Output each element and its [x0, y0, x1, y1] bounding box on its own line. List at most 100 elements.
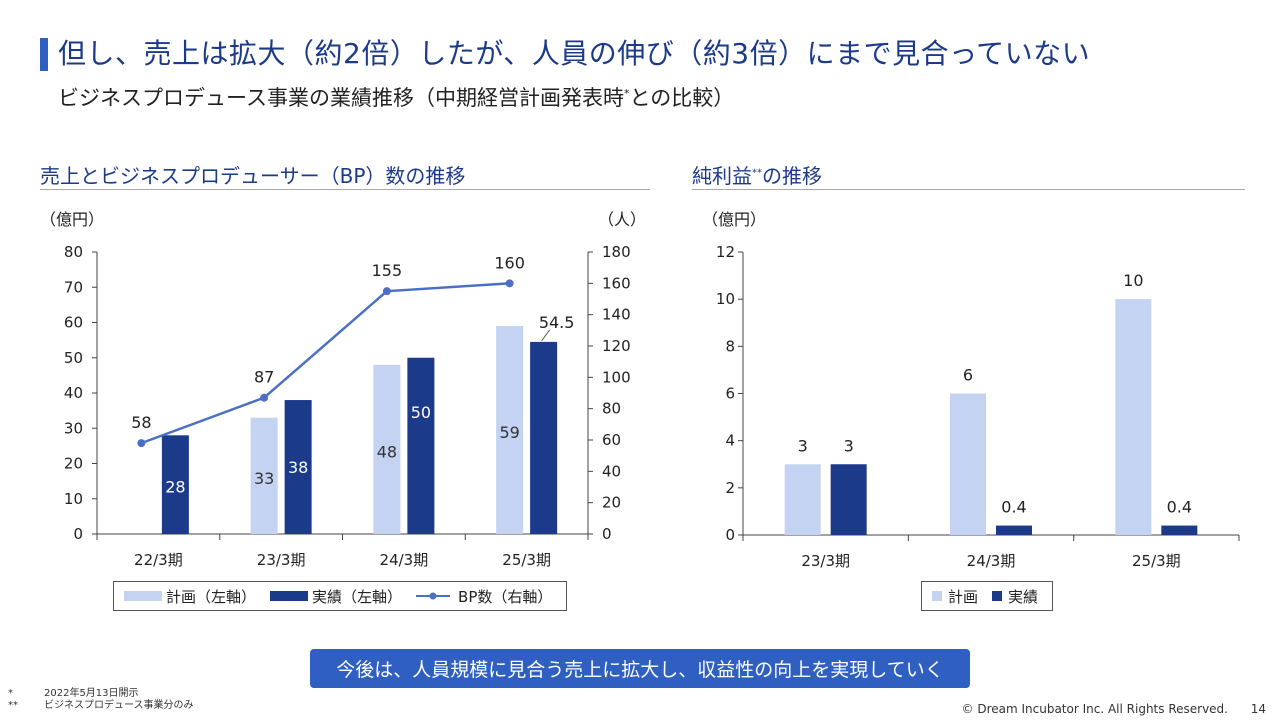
actual-bar [284, 400, 312, 534]
profit-actual-label: 0.4 [1167, 498, 1192, 517]
profit-tick-label: 8 [725, 337, 735, 355]
plan-bar-label: 59 [499, 423, 519, 442]
right-axis-unit: （人） [598, 210, 646, 229]
profit-title-tail: の推移 [762, 164, 822, 188]
legend-actual-left: 実績（左軸） [270, 586, 402, 607]
subtitle-main: ビジネスプロデュース事業の業績推移（中期経営計画発表時 [58, 86, 624, 110]
left-tick-label: 10 [64, 490, 83, 508]
right-tick-label: 0 [602, 525, 612, 543]
plan-bar [496, 326, 524, 534]
bp-point-label: 87 [254, 368, 274, 387]
subtitle-tail: との比較） [629, 86, 735, 110]
profit-actual-bar [1161, 525, 1198, 535]
actual-bar-label: 38 [288, 458, 308, 477]
actual-bar-label: 54.5 [539, 313, 575, 332]
left-tick-label: 40 [64, 384, 83, 402]
subtitle-footnote-mark: * [623, 87, 630, 100]
profit-plan-label: 6 [963, 366, 973, 385]
copyright: © Dream Incubator Inc. All Rights Reserv… [961, 702, 1228, 716]
footnote-2: ** ビジネスプロデュース事業分のみ [8, 700, 194, 712]
x-category-label: 23/3期 [257, 551, 306, 569]
left-axis-unit: （億円） [40, 210, 104, 229]
x-category-label: 22/3期 [134, 551, 183, 569]
right-tick-label: 40 [602, 462, 621, 480]
right-tick-label: 120 [602, 337, 631, 355]
footnote-2-mark: ** [8, 700, 18, 711]
bp-point [137, 439, 146, 448]
profit-plan-bar [784, 464, 821, 535]
profit-chart-rule [692, 189, 1245, 190]
legend-profit-plan-label: 計画 [948, 587, 979, 606]
legend-bp-swatch [416, 592, 451, 600]
title-accent-bar [40, 38, 48, 71]
legend-actual-label: 実績（左軸） [312, 587, 403, 606]
left-tick-label: 0 [73, 525, 83, 543]
footnote-2-text: ビジネスプロデュース事業分のみ [44, 700, 194, 711]
actual-bar [161, 435, 189, 534]
actual-bar-label: 28 [165, 478, 185, 497]
bp-point [505, 279, 514, 288]
bp-point [260, 393, 269, 402]
profit-chart-legend: 計画 実績 [921, 581, 1054, 611]
legend-plan-swatch [124, 591, 162, 601]
right-tick-label: 140 [602, 306, 631, 324]
profit-tick-label: 4 [725, 432, 735, 450]
legend-bp-label: BP数（右軸） [458, 587, 553, 606]
bp-point-label: 155 [372, 261, 403, 280]
profit-actual-bar [996, 525, 1032, 535]
legend-actual-swatch [270, 591, 309, 601]
plan-bar [250, 417, 278, 534]
plan-bar-label: 48 [377, 442, 397, 461]
legend-profit-plan-swatch [932, 591, 942, 601]
right-tick-label: 80 [602, 400, 621, 418]
footnote-1-mark: * [8, 688, 13, 699]
sales-chart-title: 売上とビジネスプロデューサー（BP）数の推移 [40, 164, 466, 188]
profit-actual-bar [830, 464, 867, 535]
actual-bar [407, 357, 435, 534]
right-tick-label: 20 [602, 494, 621, 512]
profit-tick-label: 2 [725, 479, 735, 497]
left-tick-label: 80 [64, 243, 83, 261]
right-tick-label: 60 [602, 431, 621, 449]
profit-axis-unit: （億円） [702, 210, 766, 229]
x-category-label: 24/3期 [380, 551, 429, 569]
profit-tick-label: 6 [725, 385, 735, 403]
profit-tick-label: 10 [716, 290, 735, 308]
left-tick-label: 60 [64, 314, 83, 332]
legend-plan-label: 計画（左軸） [166, 587, 257, 606]
footnote-1: * 2022年5月13日開示 [8, 688, 194, 700]
profit-actual-label: 3 [844, 436, 854, 455]
legend-bp-line: BP数（右軸） [416, 586, 552, 607]
bp-point-label: 58 [131, 413, 151, 432]
bp-point [382, 287, 391, 296]
right-tick-label: 180 [602, 243, 631, 261]
left-tick-label: 30 [64, 419, 83, 437]
footnotes: * 2022年5月13日開示 ** ビジネスプロデュース事業分のみ [8, 688, 194, 712]
actual-bar [530, 341, 558, 534]
right-tick-label: 160 [602, 274, 631, 292]
legend-profit-actual: 実績 [992, 586, 1038, 607]
profit-chart-title: 純利益**の推移 [692, 160, 822, 189]
legend-profit-actual-swatch [992, 591, 1003, 601]
profit-plan-label: 10 [1123, 271, 1143, 290]
actual-label-leader [541, 329, 551, 342]
legend-profit-plan: 計画 [932, 586, 978, 607]
profit-category-label: 25/3期 [1132, 552, 1181, 570]
sales-chart-legend: 計画（左軸） 実績（左軸） BP数（右軸） [113, 581, 568, 611]
right-tick-label: 100 [602, 368, 631, 386]
page-subtitle: ビジネスプロデュース事業の業績推移（中期経営計画発表時*との比較） [58, 82, 734, 112]
plan-bar-label: 33 [254, 469, 274, 488]
profit-tick-label: 12 [716, 243, 735, 261]
sales-chart-rule [40, 189, 650, 190]
profit-category-label: 24/3期 [967, 552, 1016, 570]
legend-plan-left: 計画（左軸） [124, 586, 256, 607]
profit-category-label: 23/3期 [801, 552, 850, 570]
profit-actual-label: 0.4 [1001, 498, 1026, 517]
left-tick-label: 50 [64, 349, 83, 367]
plan-bar [373, 364, 401, 534]
page-number: 14 [1250, 702, 1266, 716]
legend-profit-actual-label: 実績 [1008, 587, 1039, 606]
footnote-1-text: 2022年5月13日開示 [44, 688, 139, 699]
profit-title-mark: ** [752, 167, 762, 179]
